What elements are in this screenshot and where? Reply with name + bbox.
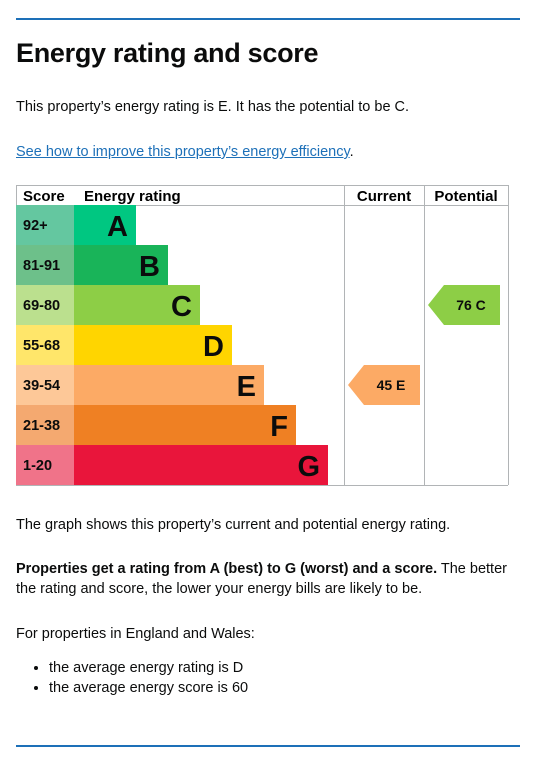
band-letter-e: E: [237, 371, 256, 403]
band-bar-e: [74, 365, 264, 405]
score-cell-g: [16, 445, 74, 485]
band-letter-f: F: [270, 411, 288, 443]
averages-list: the average energy rating is D the avera…: [16, 658, 248, 698]
ratings-explanation: Properties get a rating from A (best) to…: [16, 559, 516, 599]
header-current: Current: [357, 188, 411, 205]
header-energy-rating: Energy rating: [84, 188, 181, 205]
improve-efficiency-link[interactable]: See how to improve this property’s energ…: [16, 144, 350, 160]
score-cell-c: [16, 285, 74, 325]
score-range-e: 39-54: [23, 378, 60, 394]
ratings-explanation-bold: Properties get a rating from A (best) to…: [16, 561, 438, 577]
band-bar-c: [74, 285, 200, 325]
header-potential: Potential: [434, 188, 497, 205]
score-cell-b: [16, 245, 74, 285]
potential-marker-label: 76 C: [456, 297, 486, 313]
average-rating-item: the average energy rating is D: [49, 658, 248, 678]
header-score: Score: [23, 188, 65, 205]
band-letter-a: A: [107, 211, 128, 243]
score-range-b: 81-91: [23, 258, 60, 274]
band-letter-b: B: [139, 251, 160, 283]
current-marker-label: 45 E: [377, 377, 406, 393]
england-wales-intro: For properties in England and Wales:: [16, 626, 255, 642]
score-range-a: 92+: [23, 218, 48, 234]
score-cell-d: [16, 325, 74, 365]
band-letter-d: D: [203, 331, 224, 363]
bottom-divider: [16, 745, 520, 747]
band-bar-d: [74, 325, 232, 365]
energy-rating-chart: Score Energy rating Current Potential 92…: [16, 185, 509, 486]
rating-summary: This property’s energy rating is E. It h…: [16, 99, 410, 115]
score-cell-e: [16, 365, 74, 405]
score-range-g: 1-20: [23, 458, 52, 474]
potential-marker: [428, 285, 500, 325]
chart-headers: Score Energy rating Current Potential: [23, 188, 498, 205]
band-bar-a: [74, 205, 136, 245]
band-bar-f: [74, 405, 296, 445]
link-suffix: .: [349, 144, 354, 160]
rating-markers: 45 E 76 C: [348, 285, 500, 405]
score-range-f: 21-38: [23, 418, 60, 434]
page-title: Energy rating and score: [16, 38, 319, 68]
band-bar-b: [74, 245, 168, 285]
improve-link-row: See how to improve this property’s energ…: [16, 142, 516, 162]
score-cell-a: [16, 205, 74, 245]
average-score-item: the average energy score is 60: [49, 678, 248, 698]
current-marker: [348, 365, 420, 405]
ratings-explanation-rest: The better the rating and score, the low…: [16, 561, 507, 597]
score-range-d: 55-68: [23, 338, 60, 354]
band-letter-g: G: [297, 451, 320, 483]
rating-bands: 92+ A 81-91 B 69-80 C 55-68 D 39-54 E 21-38 F 1-20 G: [16, 205, 328, 485]
top-divider: [16, 18, 520, 20]
score-cell-f: [16, 405, 74, 445]
band-letter-c: C: [171, 291, 192, 323]
graph-description: The graph shows this property’s current …: [16, 517, 451, 533]
score-range-c: 69-80: [23, 298, 60, 314]
band-bar-g: [74, 445, 328, 485]
